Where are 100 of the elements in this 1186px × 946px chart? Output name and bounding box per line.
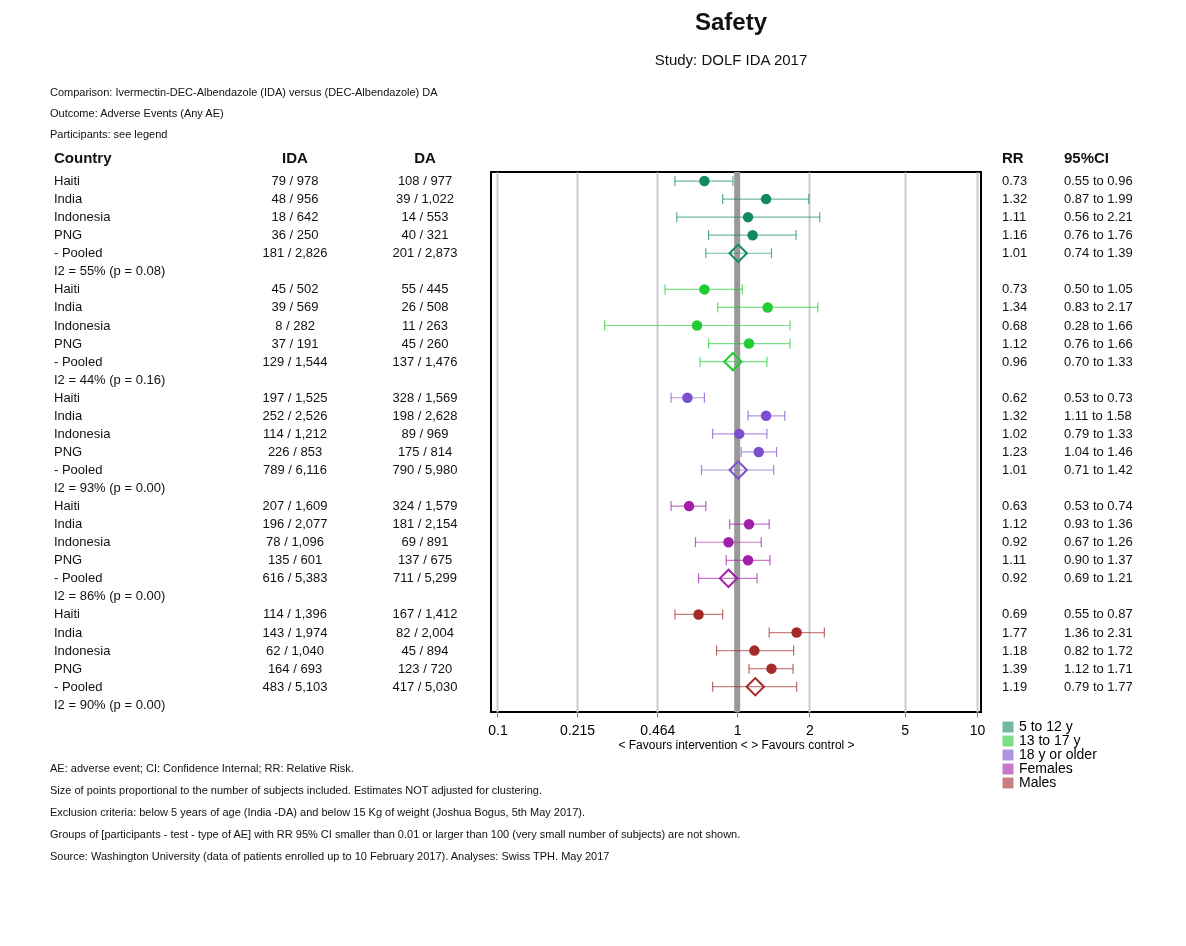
text: 483 / 5,103: [262, 678, 328, 694]
text: 252 / 2,526: [262, 407, 328, 423]
text: 137 / 675: [397, 552, 453, 568]
text: 11 / 263: [401, 317, 449, 333]
text: Participants: see legend: [50, 128, 168, 140]
text: 1.11 to 1.58: [1064, 407, 1132, 423]
text: 0.87 to 1.99: [1064, 191, 1133, 207]
text: Haiti: [54, 606, 81, 622]
text: 37 / 191: [271, 335, 319, 351]
category-label: Country: [54, 148, 113, 166]
text: India: [54, 407, 83, 423]
text: Indonesia: [54, 534, 111, 550]
text: 0.96: [1002, 353, 1028, 369]
text: 137 / 1,476: [392, 353, 458, 369]
text: 129 / 1,544: [262, 353, 328, 369]
text: 0.93 to 1.36: [1064, 516, 1133, 532]
text: 207 / 1,609: [262, 498, 328, 514]
text: India: [54, 299, 83, 315]
text: PNG: [54, 443, 83, 459]
text: Indonesia: [54, 317, 111, 333]
text: 14 / 553: [401, 209, 449, 225]
text: 78 / 1,096: [266, 534, 324, 550]
category-label: RR: [1002, 148, 1024, 166]
text: 1.39: [1002, 660, 1028, 676]
text: 1.19: [1002, 678, 1028, 694]
text: 1.04 to 1.46: [1064, 443, 1133, 459]
text: Groups of [participants - test - type of AE] with RR 95% CI smaller than 0.01 or larger than 100 (very small number of subjects) are not shown.: [50, 828, 741, 840]
x-tick-label: 1: [733, 721, 742, 738]
x-tick-label: 10: [969, 721, 986, 738]
text: I2 = 44% (p = 0.16): [54, 371, 166, 387]
text: 45 / 502: [271, 281, 319, 297]
text: 0.76 to 1.76: [1064, 227, 1133, 243]
text: 0.63: [1002, 498, 1028, 514]
text: Haiti: [54, 498, 81, 514]
text: 0.79 to 1.77: [1064, 678, 1133, 694]
text: 143 / 1,974: [262, 624, 328, 640]
text: 711 / 5,299: [392, 570, 458, 586]
text: 114 / 1,396: [262, 606, 328, 622]
text: 1.12: [1002, 335, 1028, 351]
text: 164 / 693: [267, 660, 323, 676]
text: 114 / 1,212: [262, 425, 328, 441]
text: 26 / 508: [401, 299, 449, 315]
text: 0.76 to 1.66: [1064, 335, 1133, 351]
category-label: 95%CI: [1064, 148, 1110, 166]
text: 0.70 to 1.33: [1064, 353, 1133, 369]
text: 790 / 5,980: [392, 461, 458, 477]
text: 45 / 894: [401, 642, 449, 658]
text: 62 / 1,040: [266, 642, 324, 658]
text: 201 / 2,873: [392, 245, 458, 261]
text: 1.36 to 2.31: [1064, 624, 1133, 640]
text: PNG: [54, 227, 83, 243]
text: 36 / 250: [271, 227, 319, 243]
text: 198 / 2,628: [392, 407, 458, 423]
text: 55 / 445: [401, 281, 449, 297]
text: 0.79 to 1.33: [1064, 425, 1133, 441]
chart-subtitle: Study: DOLF IDA 2017: [654, 51, 808, 68]
text: Outcome: Adverse Events (Any AE): [50, 107, 224, 119]
text: 0.69 to 1.21: [1064, 570, 1133, 586]
text: Exclusion criteria: below 5 years of age (India -DA) and below 15 Kg of weight (Joshua Bogus, 5th May 2017).: [50, 806, 586, 818]
text: 0.90 to 1.37: [1064, 552, 1133, 568]
text: 48 / 956: [271, 191, 319, 207]
text: 1.02: [1002, 425, 1028, 441]
text: - Pooled: [54, 570, 103, 586]
text: 324 / 1,579: [392, 498, 458, 514]
text: 108 / 977: [397, 173, 453, 189]
text: 40 / 321: [401, 227, 449, 243]
text: 18 / 642: [271, 209, 319, 225]
text: 1.11: [1002, 552, 1027, 568]
x-tick-label: 0.464: [640, 721, 676, 738]
text: 82 / 2,004: [396, 624, 454, 640]
text: PNG: [54, 552, 83, 568]
text: 1.32: [1002, 407, 1028, 423]
category-label: DA: [414, 148, 436, 166]
legend-label: Males: [1019, 774, 1057, 790]
text: 0.53 to 0.73: [1064, 389, 1133, 405]
text: 1.01: [1002, 245, 1028, 261]
text: 1.01: [1002, 461, 1028, 477]
text: 1.34: [1002, 299, 1028, 315]
text: 181 / 2,826: [262, 245, 328, 261]
text: Comparison: Ivermectin-DEC-Albendazole (IDA) versus (DEC-Albendazole) DA: [50, 86, 439, 98]
text: 1.11: [1002, 209, 1027, 225]
text: 175 / 814: [397, 443, 453, 459]
text: 39 / 569: [271, 299, 319, 315]
text: 0.28 to 1.66: [1064, 317, 1133, 333]
text: 181 / 2,154: [392, 516, 458, 532]
text: 0.73: [1002, 173, 1028, 189]
text: I2 = 90% (p = 0.00): [54, 696, 166, 712]
x-axis-title: < Favours intervention < > Favours control >: [618, 737, 855, 752]
text: 0.82 to 1.72: [1064, 642, 1133, 658]
x-tick-label: 5: [901, 721, 910, 738]
legend-label: Females: [1019, 760, 1073, 776]
legend-label: 18 y or older: [1019, 746, 1098, 762]
text: I2 = 86% (p = 0.00): [54, 588, 166, 604]
text: 8 / 282: [275, 317, 315, 333]
text: 0.69: [1002, 606, 1028, 622]
text: 0.73: [1002, 281, 1028, 297]
text: 197 / 1,525: [262, 389, 328, 405]
text: 1.12: [1002, 516, 1028, 532]
text: 0.83 to 2.17: [1064, 299, 1133, 315]
text: 0.74 to 1.39: [1064, 245, 1133, 261]
